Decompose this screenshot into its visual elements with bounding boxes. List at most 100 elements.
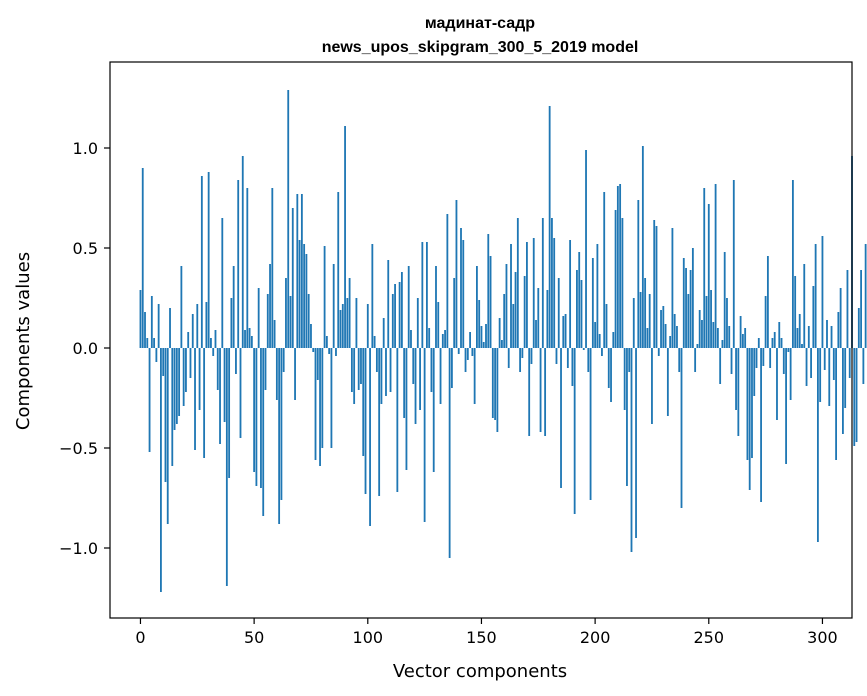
bar-255	[719, 348, 722, 384]
bar-274	[762, 348, 765, 366]
bar-244	[694, 348, 697, 372]
bar-43	[237, 180, 240, 348]
bar-153	[487, 234, 490, 348]
bar-275	[764, 296, 767, 348]
x-tick-label: 50	[244, 628, 264, 647]
bar-303	[828, 348, 831, 406]
bar-129	[432, 348, 435, 472]
bar-238	[680, 348, 683, 508]
bar-256	[721, 340, 724, 348]
bar-54	[262, 348, 265, 516]
bar-138	[453, 278, 456, 348]
x-tick-label: 0	[135, 628, 145, 647]
bar-236	[676, 326, 678, 348]
bar-5	[150, 296, 153, 348]
bar-39	[228, 348, 231, 478]
bar-95	[355, 298, 358, 348]
bar-100	[366, 304, 369, 348]
bar-285	[787, 348, 790, 352]
bar-61	[278, 348, 281, 524]
bar-266	[744, 328, 747, 348]
bar-96	[357, 348, 360, 390]
bar-250	[707, 204, 710, 348]
bar-75	[310, 324, 312, 348]
bar-92	[348, 278, 351, 348]
bar-309	[842, 348, 844, 434]
bar-71	[300, 194, 303, 348]
bar-281	[778, 322, 781, 348]
bar-315	[855, 348, 858, 442]
bar-305	[832, 348, 835, 380]
bar-271	[755, 348, 758, 368]
bar-14	[171, 348, 174, 466]
bar-234	[671, 228, 674, 348]
bar-150	[480, 326, 483, 348]
bar-120	[412, 348, 415, 384]
x-axis-label: Vector components	[393, 661, 567, 682]
bar-296	[812, 286, 815, 348]
bar-242	[689, 270, 692, 348]
bar-208	[612, 332, 615, 348]
y-axis-label: Components values	[13, 252, 34, 430]
bar-72	[303, 244, 306, 348]
bar-11	[164, 348, 167, 482]
bar-140	[457, 348, 460, 354]
bar-68	[294, 348, 296, 400]
bar-294	[807, 326, 810, 348]
bar-12	[166, 348, 169, 524]
bar-301	[823, 348, 826, 370]
bar-212	[621, 218, 624, 348]
bar-24	[194, 348, 196, 450]
bar-17	[178, 348, 181, 416]
bar-193	[578, 252, 581, 348]
bar-128	[430, 348, 433, 392]
bar-38	[225, 348, 228, 586]
bar-227	[655, 226, 658, 348]
bar-222	[644, 278, 647, 348]
bar-90	[344, 126, 346, 348]
bar-209	[614, 210, 617, 348]
bar-99	[364, 348, 367, 494]
bar-144	[466, 348, 469, 360]
bar-97	[360, 348, 362, 384]
bar-130	[435, 266, 437, 348]
bar-73	[305, 254, 308, 348]
bar-170	[526, 242, 528, 348]
bar-207	[610, 348, 612, 402]
bar-254	[716, 328, 719, 348]
bar-13	[169, 308, 171, 348]
bar-268	[748, 348, 751, 490]
bar-135	[446, 214, 449, 348]
bar-252	[712, 322, 715, 348]
bar-314	[853, 348, 856, 446]
bar-132	[439, 348, 442, 404]
bar-228	[657, 348, 660, 356]
bar-52	[257, 288, 260, 348]
bar-93	[350, 348, 353, 392]
bar-166	[516, 218, 519, 348]
bar-247	[701, 320, 703, 348]
bar-311	[846, 270, 849, 348]
bar-183	[555, 348, 558, 364]
bar-116	[403, 348, 406, 418]
bar-258	[726, 298, 728, 348]
bar-156	[494, 348, 497, 420]
bar-239	[682, 258, 685, 348]
bar-253	[714, 184, 717, 348]
y-tick-label: 0.5	[73, 239, 98, 258]
bar-25	[196, 304, 199, 348]
bar-203	[601, 348, 603, 356]
bar-64	[285, 278, 287, 348]
bar-317	[860, 270, 862, 348]
y-axis-ticks: −1.0 −0.5 0.0 0.5 1.0	[59, 139, 110, 558]
bar-59	[273, 320, 276, 348]
bar-293	[805, 348, 808, 386]
bar-178	[544, 348, 547, 436]
bar-58	[271, 188, 274, 348]
bar-233	[669, 336, 672, 348]
bar-51	[255, 348, 258, 486]
bar-159	[501, 340, 503, 348]
bar-229	[660, 310, 662, 348]
bar-225	[651, 348, 653, 424]
